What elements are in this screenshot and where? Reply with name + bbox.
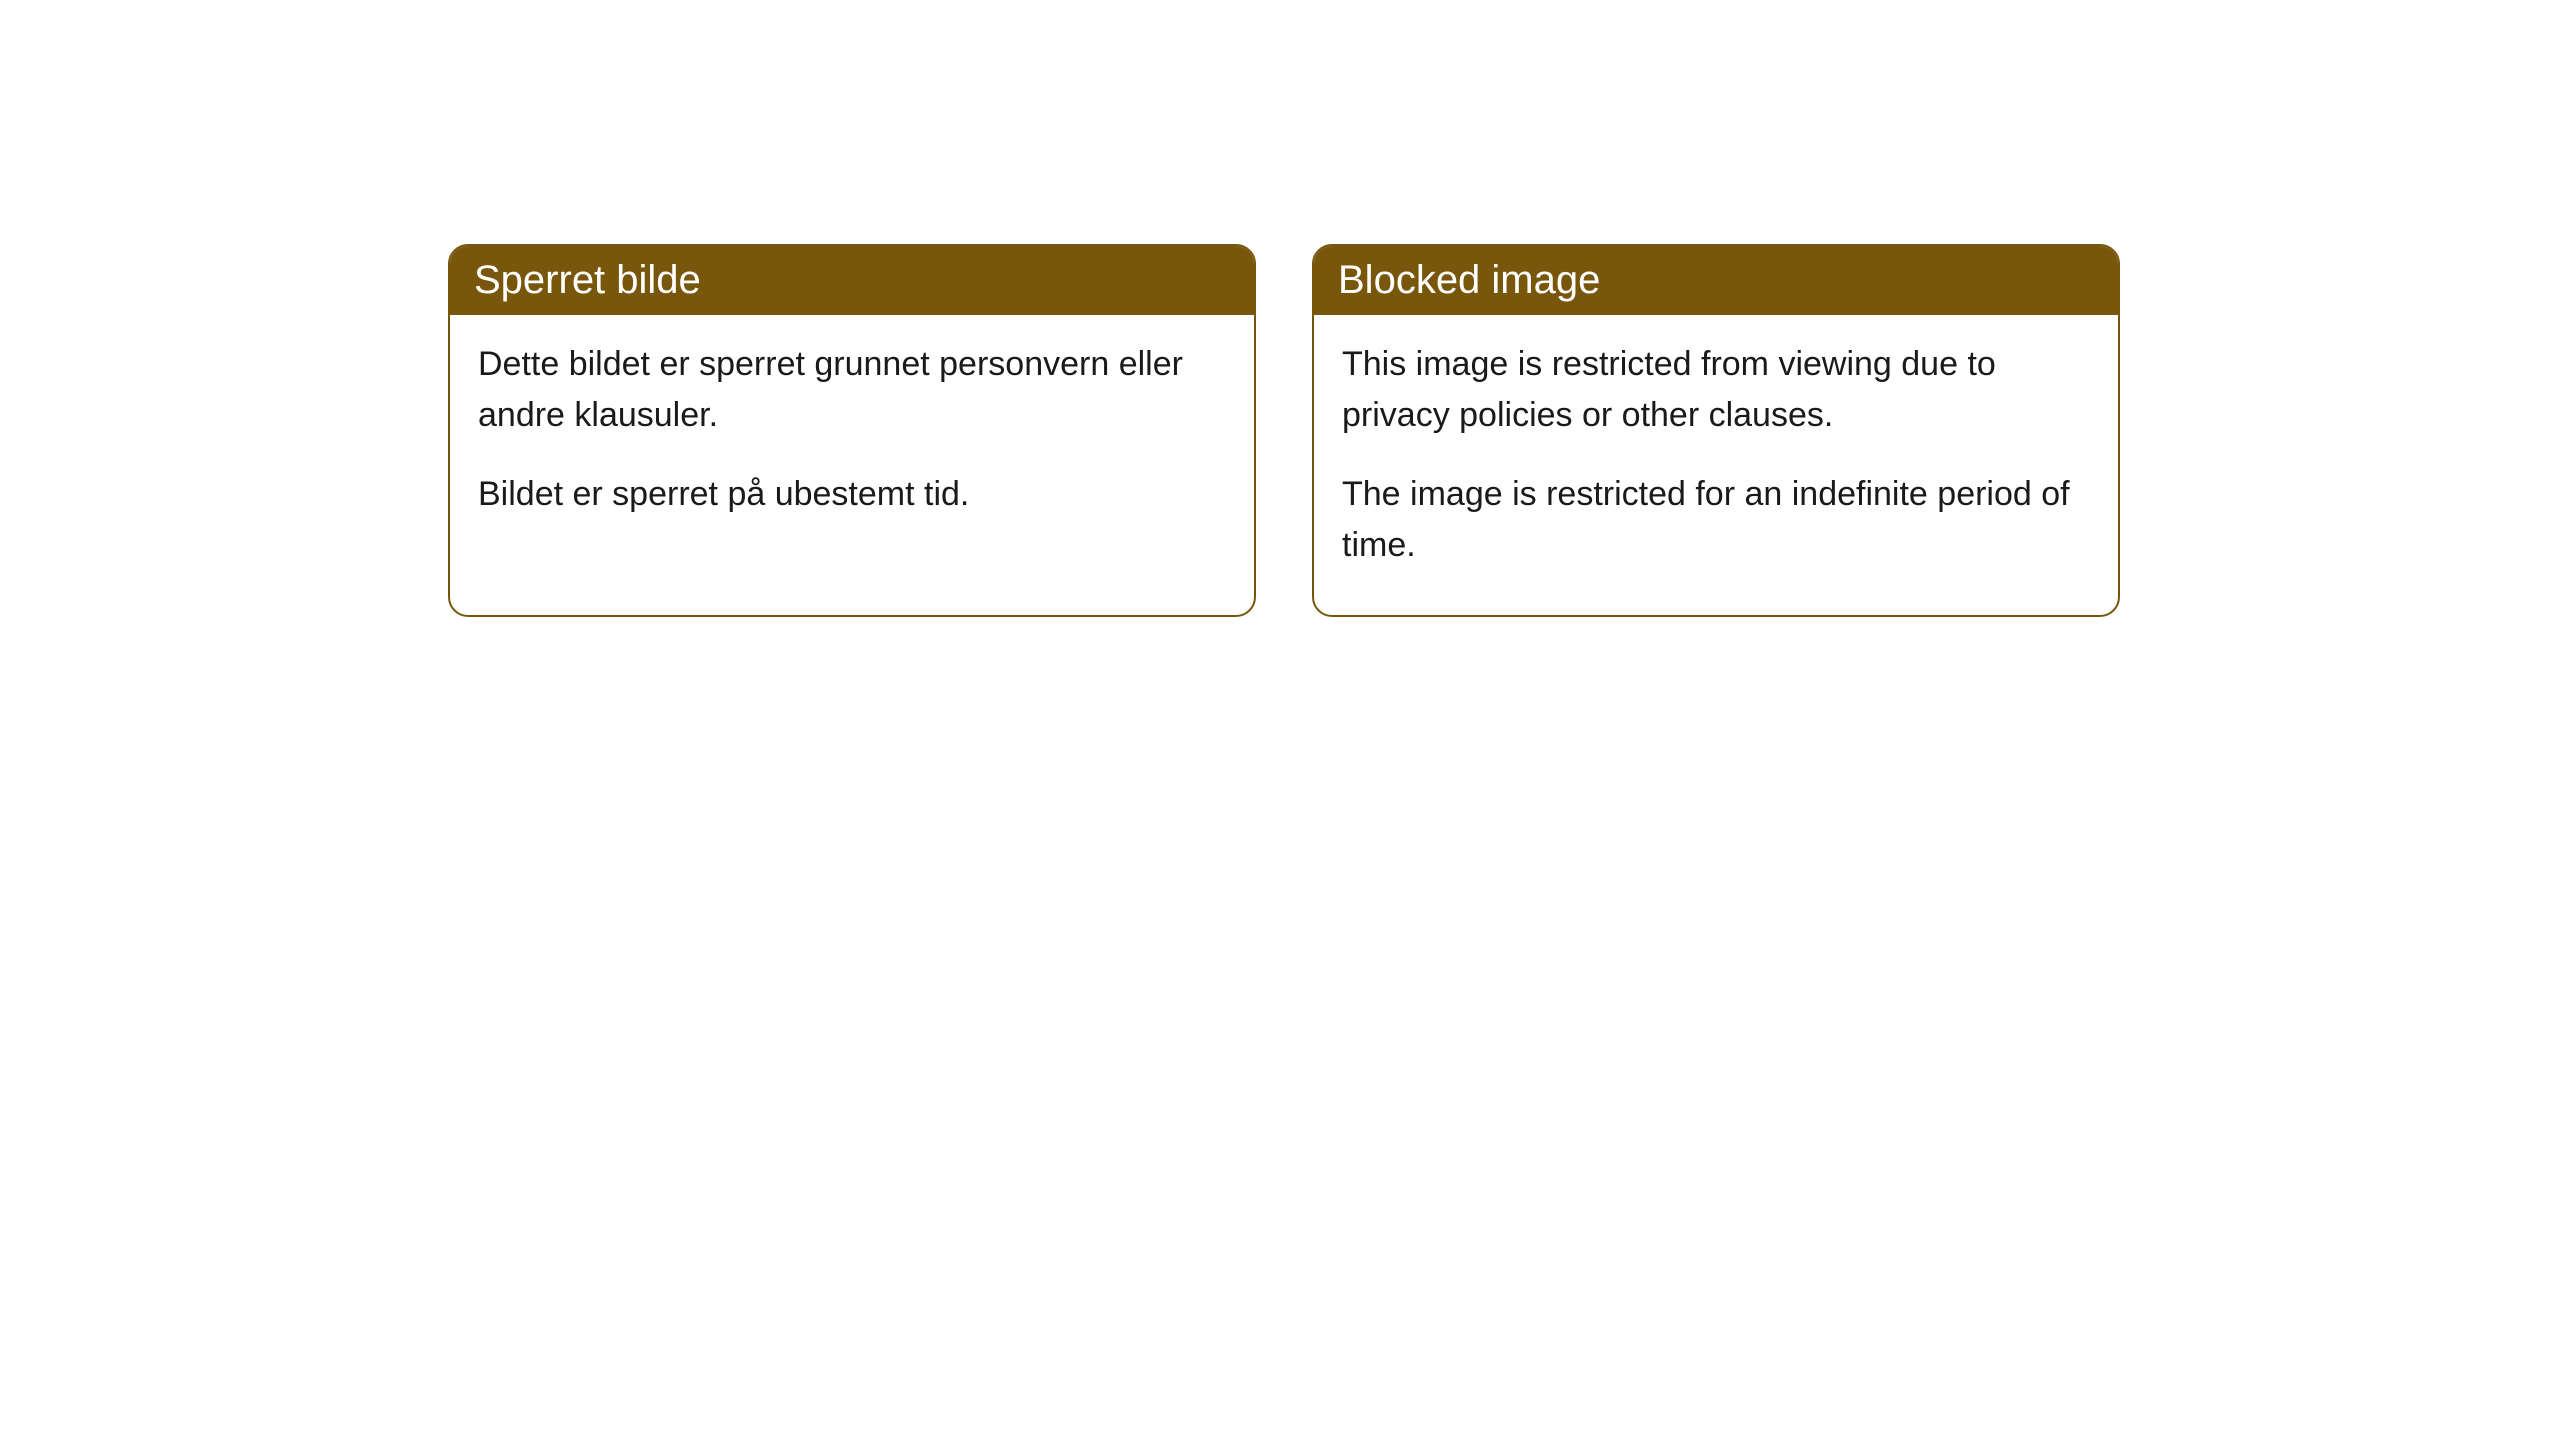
card-body-norwegian: Dette bildet er sperret grunnet personve… (450, 315, 1254, 564)
card-header-norwegian: Sperret bilde (450, 246, 1254, 315)
card-title-norwegian: Sperret bilde (474, 258, 701, 302)
card-text-norwegian-2: Bildet er sperret på ubestemt tid. (478, 469, 1226, 520)
notice-card-norwegian: Sperret bilde Dette bildet er sperret gr… (448, 244, 1256, 617)
card-header-english: Blocked image (1314, 246, 2118, 315)
card-text-norwegian-1: Dette bildet er sperret grunnet personve… (478, 339, 1226, 441)
card-text-english-2: The image is restricted for an indefinit… (1342, 469, 2090, 571)
card-title-english: Blocked image (1338, 258, 1600, 302)
notice-cards-container: Sperret bilde Dette bildet er sperret gr… (448, 244, 2120, 617)
notice-card-english: Blocked image This image is restricted f… (1312, 244, 2120, 617)
card-body-english: This image is restricted from viewing du… (1314, 315, 2118, 615)
card-text-english-1: This image is restricted from viewing du… (1342, 339, 2090, 441)
